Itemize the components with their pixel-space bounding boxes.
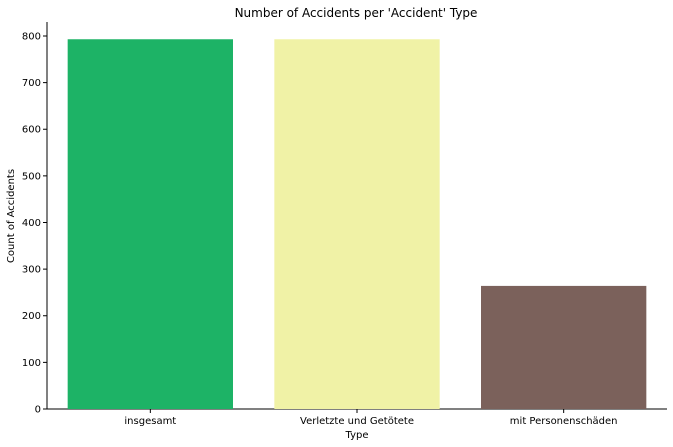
x-axis: insgesamt Verletzte und Getötete mit Perso… bbox=[47, 408, 667, 427]
bar-3 bbox=[481, 285, 647, 409]
y-tick-label: 700 bbox=[22, 78, 41, 89]
y-axis-label: Count of Accidents bbox=[6, 169, 17, 263]
x-tick-label: insgesamt bbox=[124, 416, 176, 427]
y-tick-label: 400 bbox=[22, 218, 41, 229]
y-tick-label: 800 bbox=[22, 31, 41, 42]
bar-2 bbox=[274, 39, 440, 410]
y-tick-label: 300 bbox=[22, 265, 41, 276]
chart-title: Number of Accidents per 'Accident' Type bbox=[235, 6, 478, 20]
bar-1 bbox=[67, 39, 234, 410]
y-tick-label: 600 bbox=[22, 125, 41, 136]
y-axis: 0 100 200 300 400 500 600 700 800 bbox=[22, 22, 48, 416]
y-tick-label: 0 bbox=[35, 405, 41, 416]
x-axis-label: Type bbox=[345, 430, 369, 441]
y-tick-label: 100 bbox=[22, 358, 41, 369]
y-tick-label: 500 bbox=[22, 171, 41, 182]
x-tick-label: Verletzte und Getötete bbox=[300, 416, 414, 427]
x-tick-label: mit Personenschäden bbox=[510, 416, 618, 427]
y-tick-label: 200 bbox=[22, 311, 41, 322]
bars bbox=[67, 39, 647, 410]
